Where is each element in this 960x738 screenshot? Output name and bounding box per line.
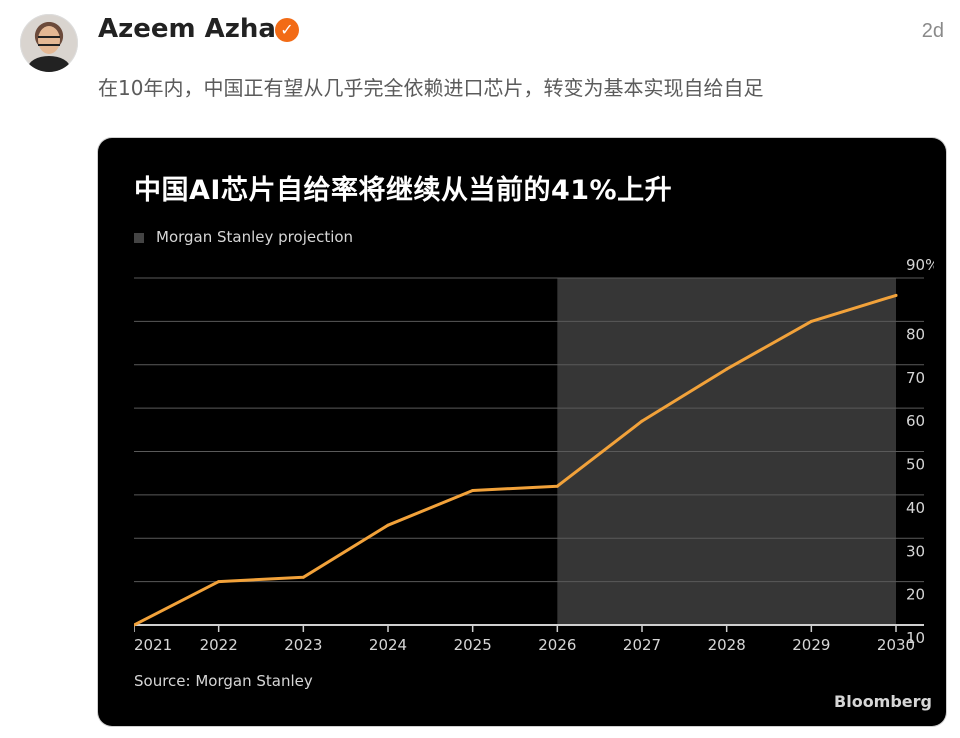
x-tick-label: 2027 (623, 636, 661, 654)
data-point (555, 484, 559, 488)
data-point (134, 623, 136, 627)
check-icon: ✓ (275, 18, 299, 42)
data-point (301, 575, 305, 579)
x-tick-label: 2025 (454, 636, 492, 654)
x-tick-label: 2029 (792, 636, 830, 654)
avatar-shirt (28, 56, 70, 72)
x-tick-label: 2024 (369, 636, 407, 654)
post-time[interactable]: 2d (921, 20, 944, 42)
data-point (640, 419, 644, 423)
y-tick-label: 20 (906, 586, 925, 604)
y-tick-label: 60 (906, 412, 925, 430)
data-point (217, 580, 221, 584)
data-point (725, 367, 729, 371)
x-tick-label: 2022 (200, 636, 238, 654)
data-point (386, 523, 390, 527)
data-point (809, 319, 813, 323)
avatar-face (38, 26, 60, 54)
avatar-glasses (38, 36, 60, 46)
avatar[interactable] (20, 14, 78, 72)
author-name[interactable]: Azeem Azhar (98, 14, 289, 44)
data-point (471, 489, 475, 493)
legend-label: Morgan Stanley projection (156, 228, 354, 246)
y-tick-label: 10 (906, 629, 925, 647)
chart-title: 中国AI芯片自给率将继续从当前的41%上升 (134, 175, 673, 206)
y-tick-label: 50 (906, 456, 925, 474)
line-chart: 102030405060708090%202120222023202420252… (134, 256, 934, 654)
cutoff-text-line (98, 44, 788, 52)
y-tick-label: 40 (906, 499, 925, 517)
bloomberg-brand: Bloomberg (834, 692, 932, 711)
x-tick-label: 2021 (134, 636, 172, 654)
x-tick-label: 2026 (538, 636, 576, 654)
data-point (894, 293, 898, 297)
chart-panel: 中国AI芯片自给率将继续从当前的41%上升 Morgan Stanley pro… (134, 158, 934, 716)
post-text: 在10年内，中国正有望从几乎完全依赖进口芯片，转变为基本实现自给自足 (98, 76, 764, 100)
x-tick-label: 2030 (877, 636, 915, 654)
legend: Morgan Stanley projection (134, 228, 353, 246)
series-line (134, 293, 898, 627)
y-tick-label: 70 (906, 369, 925, 387)
source-label: Source: Morgan Stanley (134, 672, 313, 690)
y-tick-label: 90% (906, 256, 934, 274)
x-tick-label: 2023 (284, 636, 322, 654)
title-bar: 中国AI芯片自给率将继续从当前的41%上升 (134, 158, 798, 212)
y-tick-label: 80 (906, 325, 925, 343)
y-tick-label: 30 (906, 542, 925, 560)
chart-card[interactable]: 中国AI芯片自给率将继续从当前的41%上升 Morgan Stanley pro… (98, 138, 946, 726)
legend-swatch (134, 233, 144, 243)
x-tick-label: 2028 (708, 636, 746, 654)
